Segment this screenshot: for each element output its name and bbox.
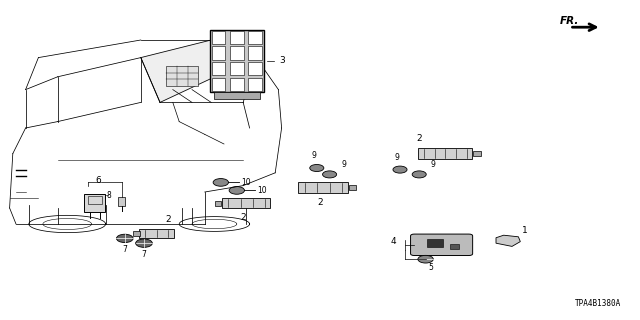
Bar <box>212 46 225 60</box>
Text: 10: 10 <box>241 178 252 187</box>
Text: 9: 9 <box>311 151 316 160</box>
Bar <box>473 151 481 156</box>
Bar <box>215 201 221 206</box>
Bar <box>248 62 262 75</box>
Bar <box>212 31 225 44</box>
Circle shape <box>412 171 426 178</box>
Bar <box>140 229 174 238</box>
Bar <box>212 78 225 91</box>
Bar <box>210 30 264 92</box>
Text: 1: 1 <box>522 226 527 235</box>
Circle shape <box>323 171 337 178</box>
Bar <box>166 66 198 86</box>
Bar <box>118 197 125 206</box>
Circle shape <box>116 234 133 243</box>
Bar <box>248 78 262 91</box>
Text: 8: 8 <box>106 191 111 200</box>
Bar <box>230 78 244 91</box>
Bar <box>248 46 262 60</box>
Circle shape <box>229 187 244 194</box>
Bar <box>298 182 348 193</box>
Text: TPA4B1380A: TPA4B1380A <box>575 300 621 308</box>
Bar <box>133 231 140 236</box>
Text: 9: 9 <box>341 160 346 169</box>
Bar <box>212 62 225 75</box>
Circle shape <box>310 164 324 172</box>
Circle shape <box>418 255 433 263</box>
Bar <box>450 244 460 249</box>
Text: 7: 7 <box>122 245 127 254</box>
Bar <box>223 198 271 208</box>
Text: 6: 6 <box>95 176 100 185</box>
Text: 4: 4 <box>390 237 396 246</box>
Bar <box>349 185 356 190</box>
Text: 9: 9 <box>394 153 399 162</box>
Text: 2: 2 <box>166 215 171 224</box>
Bar <box>230 46 244 60</box>
Circle shape <box>393 166 407 173</box>
Polygon shape <box>496 235 520 246</box>
Bar <box>84 195 105 212</box>
Text: 2: 2 <box>417 134 422 143</box>
Text: 2: 2 <box>317 198 323 207</box>
Polygon shape <box>141 40 256 102</box>
Text: 7: 7 <box>141 250 147 259</box>
Circle shape <box>136 239 152 247</box>
Bar <box>230 62 244 75</box>
Bar <box>214 92 260 100</box>
Bar <box>248 31 262 44</box>
Text: 10: 10 <box>257 186 268 195</box>
Text: FR.: FR. <box>560 16 579 26</box>
Circle shape <box>213 179 228 186</box>
Bar <box>88 196 102 204</box>
Text: 3: 3 <box>279 56 285 65</box>
Bar <box>417 148 472 159</box>
Bar <box>428 239 443 247</box>
Text: 5: 5 <box>428 263 433 272</box>
Bar <box>230 31 244 44</box>
FancyBboxPatch shape <box>411 234 472 255</box>
Text: 9: 9 <box>431 160 436 169</box>
Text: 2: 2 <box>241 213 246 222</box>
